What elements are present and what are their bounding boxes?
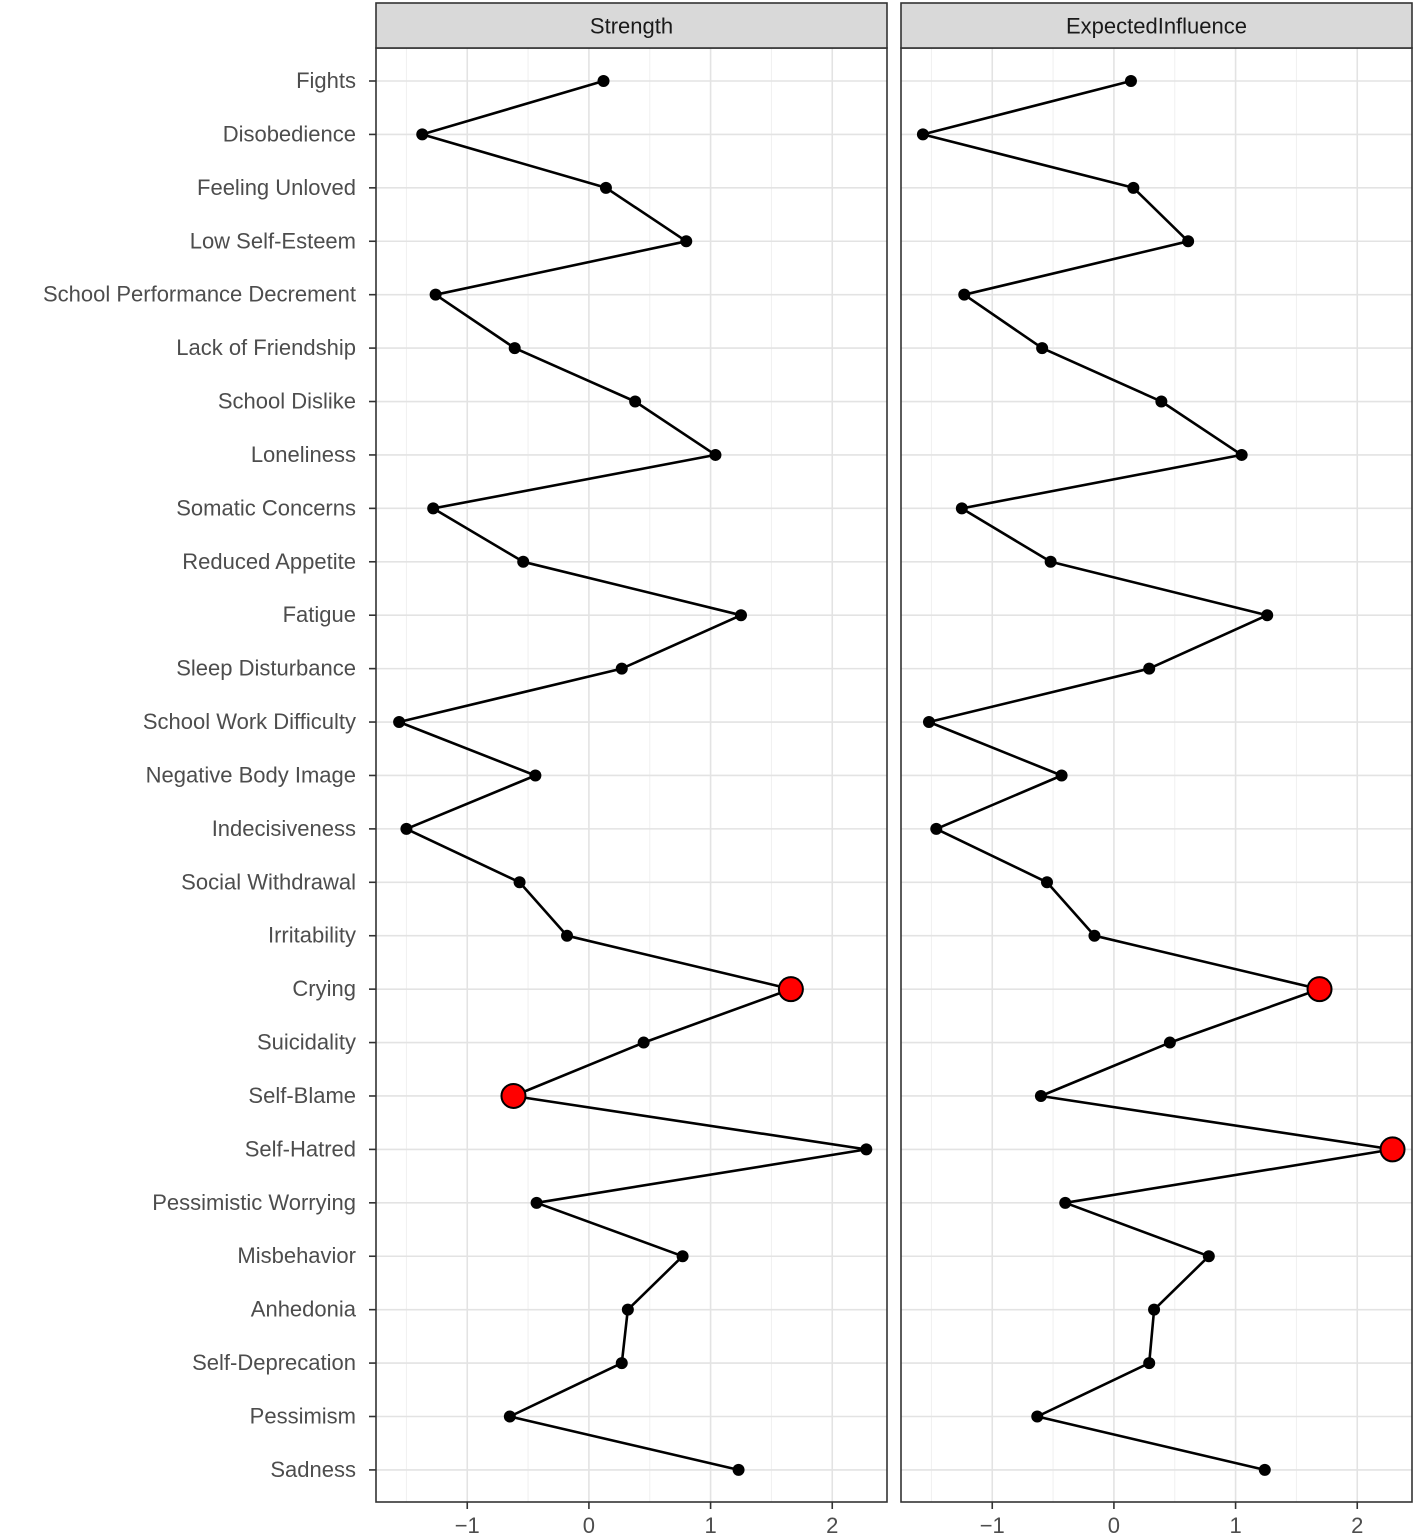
panel-strength-data-point	[561, 929, 574, 942]
panel-strength-data-point	[517, 555, 530, 568]
y-tick-label: Sadness	[270, 1457, 356, 1482]
panel-strength-data-point	[508, 342, 521, 355]
panel-expectedinfluence-strip-label: ExpectedInfluence	[1066, 14, 1247, 39]
y-tick-label: Irritability	[268, 923, 356, 948]
panel-expectedinfluence-data-point	[1036, 342, 1049, 355]
y-tick-label: Suicidality	[257, 1030, 356, 1055]
y-tick-label: School Dislike	[218, 389, 356, 414]
panel-strength-data-point	[429, 288, 442, 301]
y-tick-label: Misbehavior	[237, 1243, 356, 1268]
panel-expectedinfluence-data-point	[1059, 1196, 1072, 1209]
panel-strength-data-point	[599, 181, 612, 194]
panel-strength-x-tick-label: 2	[826, 1513, 838, 1538]
y-tick-label: Social Withdrawal	[181, 869, 356, 894]
panel-expectedinfluence-data-point	[1235, 448, 1248, 461]
panel-expectedinfluence-data-point	[1148, 1303, 1161, 1316]
panel-strength-data-point	[732, 1463, 745, 1476]
panel-expectedinfluence-data-point	[1088, 929, 1101, 942]
y-tick-label: Crying	[292, 976, 356, 1001]
panel-expectedinfluence-x-tick-label: 2	[1351, 1513, 1363, 1538]
panel-expectedinfluence-data-point	[958, 288, 971, 301]
y-tick-label: Self-Deprecation	[192, 1350, 356, 1375]
panel-strength-highlight-point	[777, 976, 804, 1003]
panel-strength-data-point	[860, 1143, 873, 1156]
panel-strength-data-point	[629, 395, 642, 408]
panel-expectedinfluence-data-point	[1124, 75, 1137, 87]
panel-expectedinfluence-x-tick-label: 1	[1229, 1513, 1241, 1538]
panel-strength-data-point	[637, 1036, 650, 1049]
panel-expectedinfluence-data-point	[1044, 555, 1057, 568]
panel-strength-data-point	[680, 235, 693, 248]
y-tick-label: Reduced Appetite	[182, 549, 356, 574]
panel-expectedinfluence-data-point	[1041, 876, 1053, 889]
panel-strength-data-point	[529, 769, 542, 782]
y-tick-label: Indecisiveness	[212, 816, 356, 841]
panel-expectedinfluence-data-point	[1143, 662, 1156, 675]
panel-expectedinfluence-data-point	[1055, 769, 1068, 782]
panel-expectedinfluence-highlight-point	[1306, 976, 1333, 1003]
panel-expectedinfluence-data-point	[1261, 609, 1274, 622]
panel-expectedinfluence-data-point	[930, 822, 943, 835]
panel-expectedinfluence-data-point	[1034, 1089, 1047, 1102]
y-tick-label: Anhedonia	[251, 1297, 357, 1322]
y-tick-label: Low Self-Esteem	[190, 228, 356, 253]
panel-expectedinfluence-data-point	[1163, 1036, 1176, 1049]
panel-expectedinfluence-highlight-point	[1379, 1136, 1406, 1163]
y-tick-label: Self-Hatred	[245, 1136, 356, 1161]
panel-strength-data-point	[513, 876, 526, 889]
panel-strength-data-point	[735, 609, 747, 622]
y-tick-label: Pessimistic Worrying	[152, 1190, 356, 1215]
panel-strength-data-point	[400, 822, 413, 835]
y-tick-label: Negative Body Image	[146, 762, 356, 787]
panel-expectedinfluence-data-point	[1143, 1357, 1156, 1370]
y-tick-label: Sleep Disturbance	[176, 656, 356, 681]
panel-strength-data-point	[615, 662, 628, 675]
panel-strength-x-tick-label: −1	[455, 1513, 480, 1538]
panel-strength-data-point	[621, 1303, 634, 1316]
panel-strength-highlight-point	[500, 1082, 527, 1109]
y-tick-label: Loneliness	[251, 442, 356, 467]
panel-expectedinfluence-data-point	[1258, 1463, 1271, 1476]
y-tick-label: Fights	[296, 68, 356, 93]
y-tick-label: Disobedience	[223, 121, 356, 146]
panel-strength-strip	[375, 2, 888, 49]
panel-expectedinfluence-data-point	[1202, 1250, 1215, 1263]
y-tick-label: Fatigue	[283, 602, 356, 627]
panel-expectedinfluence-data-point	[1031, 1410, 1044, 1423]
panel-strength-data-point	[416, 128, 429, 141]
panel-expectedinfluence-data-point	[955, 502, 968, 515]
y-tick-label: Pessimism	[250, 1404, 356, 1429]
y-tick-label: Lack of Friendship	[176, 335, 356, 360]
panel-expectedinfluence-data-point	[1182, 235, 1195, 248]
panel-strength-x-tick-label: 1	[704, 1513, 716, 1538]
panel-expectedinfluence-data-point	[922, 716, 935, 729]
y-tick-label: School Work Difficulty	[143, 709, 356, 734]
panel-strength-data-point	[676, 1250, 689, 1263]
panel-strength-strip-label: Strength	[590, 14, 673, 39]
panel-strength-data-point	[615, 1357, 628, 1370]
panel-strength-data-point	[427, 502, 440, 515]
panel-strength-data-point	[503, 1410, 516, 1423]
panel-strength-data-point	[709, 448, 722, 461]
panel-strength-data-point	[393, 716, 406, 729]
panel-strength-data-point	[597, 75, 610, 87]
y-tick-label: Self-Blame	[248, 1083, 356, 1108]
panel-expectedinfluence-x-tick-label: −1	[980, 1513, 1005, 1538]
panel-strength-x-tick-label: 0	[583, 1513, 595, 1538]
panel-expectedinfluence-data-point	[1155, 395, 1168, 408]
y-tick-label: Feeling Unloved	[197, 175, 356, 200]
panel-expectedinfluence-x-tick-label: 0	[1108, 1513, 1120, 1538]
panel-strength-data-point	[530, 1196, 543, 1209]
y-tick-label: Somatic Concerns	[176, 495, 356, 520]
panel-expectedinfluence-data-point	[1127, 181, 1140, 194]
panel-expectedinfluence-strip	[900, 2, 1413, 49]
panel-expectedinfluence-data-point	[916, 128, 929, 141]
y-tick-label: School Performance Decrement	[43, 282, 356, 307]
